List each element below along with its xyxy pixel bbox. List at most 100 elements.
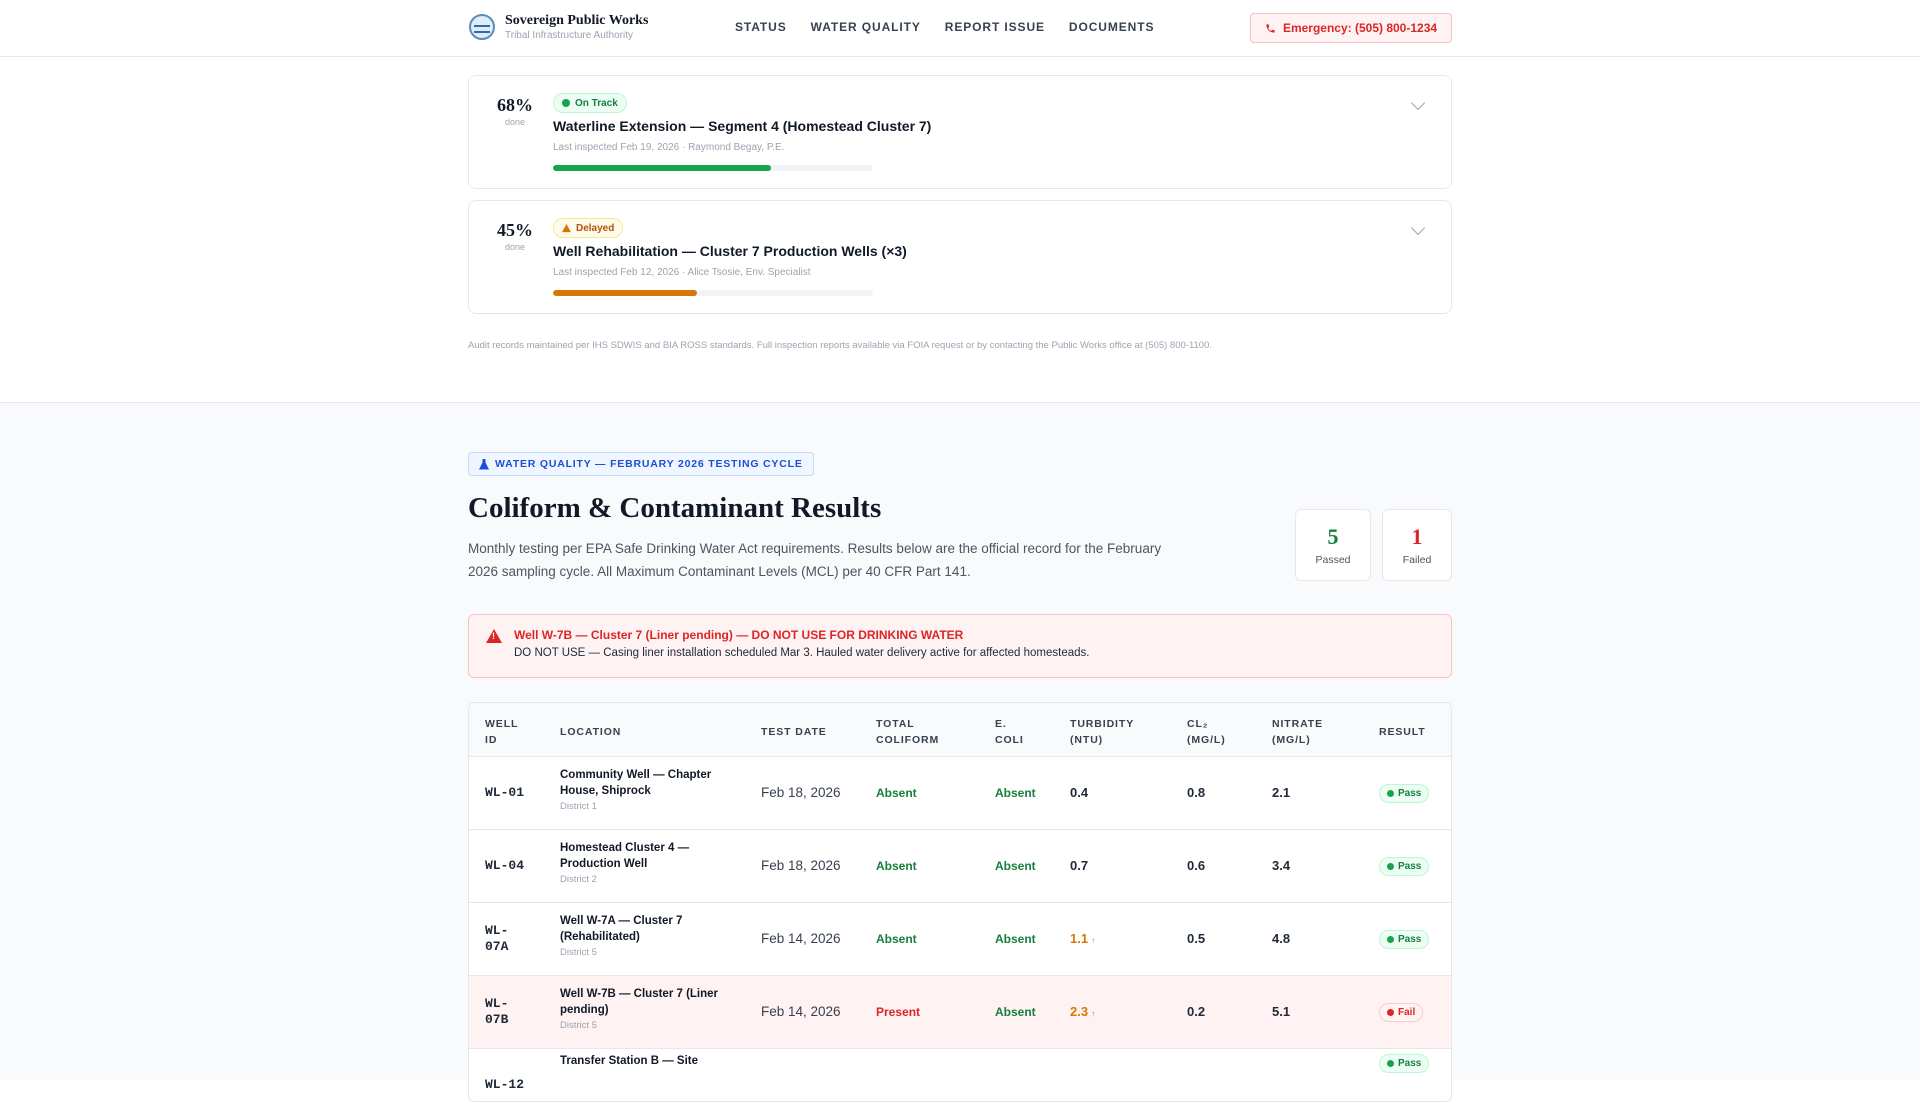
check-circle-icon <box>1387 1060 1394 1067</box>
alert-body: DO NOT USE — Casing liner installation s… <box>514 647 1090 659</box>
status-label: Delayed <box>576 222 615 234</box>
site-header: Sovereign Public Works Tribal Infrastruc… <box>0 0 1920 57</box>
nav-water-quality[interactable]: WATER QUALITY <box>810 20 921 34</box>
well-id: WL-12 <box>485 1077 525 1092</box>
location-name: Well W-7B — Cluster 7 (Liner pending) <box>560 988 719 1016</box>
progress-percent: 45% done <box>495 220 535 252</box>
turbidity <box>1070 1077 1073 1092</box>
table-row[interactable]: WL-01 Community Well — Chapter House, Sh… <box>469 757 1451 830</box>
result-label: Pass <box>1398 1058 1422 1069</box>
col-well-id[interactable]: Well ID <box>485 718 519 746</box>
section-description: Monthly testing per EPA Safe Drinking Wa… <box>468 541 1162 579</box>
results-table: Well ID Location Test Date Total Colifor… <box>468 702 1452 1102</box>
arrow-up-icon: ↑ <box>1091 936 1096 945</box>
section-tag-label: WATER QUALITY — FEBRUARY 2026 TESTING CY… <box>495 458 803 470</box>
project-card[interactable]: 68% done On Track Waterline Extension — … <box>468 75 1452 189</box>
nitrate: 4.8 <box>1272 931 1291 946</box>
x-circle-icon <box>1387 1009 1394 1016</box>
brand-name: Sovereign Public Works <box>505 13 649 28</box>
cl2: 0.2 <box>1187 1004 1206 1019</box>
percent-value: 68% <box>497 95 533 115</box>
project-card[interactable]: 45% done Delayed Well Rehabilitation — C… <box>468 200 1452 314</box>
turbidity-value: 2.3 <box>1070 1004 1089 1019</box>
total-coliform: Absent <box>876 786 917 800</box>
col-nitrate[interactable]: Nitrate (mg/L) <box>1272 718 1324 746</box>
location-cell: Transfer Station B — Site <box>560 1053 740 1071</box>
section-tag: WATER QUALITY — FEBRUARY 2026 TESTING CY… <box>468 452 814 476</box>
alert-triangle-icon <box>486 629 502 643</box>
contamination-alert: Well W-7B — Cluster 7 (Liner pending) — … <box>468 614 1452 678</box>
phone-icon <box>1266 23 1275 33</box>
nitrate: 2.1 <box>1272 785 1291 800</box>
progress-bar-fill <box>553 290 697 296</box>
col-total-coliform[interactable]: Total Coliform <box>876 718 940 746</box>
district-label: District 2 <box>560 874 597 885</box>
col-result[interactable]: Result <box>1379 726 1426 738</box>
nitrate: 5.1 <box>1272 1004 1291 1019</box>
emergency-phone-button[interactable]: Emergency: (505) 800-1234 <box>1250 13 1452 43</box>
water-quality-section: WATER QUALITY — FEBRUARY 2026 TESTING CY… <box>0 402 1920 1102</box>
location-cell: Community Well — Chapter House, Shiprock… <box>560 767 740 812</box>
alert-title: Well W-7B — Cluster 7 (Liner pending) — … <box>514 628 964 642</box>
location-name: Community Well — Chapter House, Shiprock <box>560 769 712 797</box>
nitrate: 3.4 <box>1272 858 1291 873</box>
progress-bar <box>553 290 873 296</box>
percent-label: done <box>504 117 526 127</box>
turbidity: 0.4 <box>1070 785 1091 800</box>
turbidity-value: 0.4 <box>1070 785 1089 800</box>
nav-status[interactable]: STATUS <box>735 20 787 34</box>
total-coliform: Present <box>876 1005 921 1019</box>
ecoli: Absent <box>995 1005 1036 1019</box>
table-row[interactable]: WL- 07B Well W-7B — Cluster 7 (Liner pen… <box>469 976 1451 1049</box>
result-label: Pass <box>1398 788 1422 799</box>
result-badge: Pass <box>1379 857 1430 876</box>
check-circle-icon <box>1387 936 1394 943</box>
ecoli: Absent <box>995 786 1036 800</box>
table-row[interactable]: WL-04 Homestead Cluster 4 — Production W… <box>469 830 1451 903</box>
table-row[interactable]: WL-12 Transfer Station B — Site Pass <box>469 1049 1451 1101</box>
status-badge: On Track <box>553 93 627 113</box>
table-header: Well ID Location Test Date Total Colifor… <box>469 703 1451 757</box>
result-badge: Pass <box>1379 1054 1430 1073</box>
brand-subtitle: Tribal Infrastructure Authority <box>505 30 634 41</box>
chevron-down-icon[interactable] <box>1410 95 1426 111</box>
col-test-date[interactable]: Test Date <box>761 726 827 738</box>
passed-label: Passed <box>1315 554 1351 566</box>
turbidity: 0.7 <box>1070 858 1091 873</box>
location-name: Homestead Cluster 4 — Production Well <box>560 842 690 870</box>
ecoli: Absent <box>995 859 1036 873</box>
main-nav: STATUS WATER QUALITY REPORT ISSUE DOCUME… <box>735 20 1154 34</box>
logo-icon <box>469 14 495 40</box>
progress-percent: 68% done <box>495 95 535 127</box>
col-ecoli[interactable]: E. Coli <box>995 718 1024 746</box>
brand[interactable]: Sovereign Public Works Tribal Infrastruc… <box>469 12 648 42</box>
result-label: Fail <box>1398 1007 1416 1018</box>
col-cl2[interactable]: CL₂ (mg/L) <box>1187 718 1226 746</box>
location-cell: Well W-7B — Cluster 7 (Liner pending) Di… <box>560 986 740 1031</box>
test-date: Feb 18, 2026 <box>761 858 841 873</box>
district-label: District 5 <box>560 1020 597 1031</box>
chevron-down-icon[interactable] <box>1410 220 1426 236</box>
nav-documents[interactable]: DOCUMENTS <box>1068 20 1155 34</box>
table-row[interactable]: WL- 07A Well W-7A — Cluster 7 (Rehabilit… <box>469 903 1451 976</box>
location-cell: Homestead Cluster 4 — Production Well Di… <box>560 840 740 885</box>
check-circle-icon <box>562 99 570 107</box>
cl2: 0.8 <box>1187 785 1206 800</box>
passed-stat: 5 Passed <box>1295 509 1371 581</box>
project-meta: Last inspected Feb 19, 2026 · Raymond Be… <box>553 142 785 153</box>
status-badge: Delayed <box>553 218 624 238</box>
col-location[interactable]: Location <box>560 726 622 738</box>
col-turbidity[interactable]: Turbidity (NTU) <box>1070 718 1135 746</box>
ecoli: Absent <box>995 932 1036 946</box>
emergency-label: Emergency: (505) 800-1234 <box>1282 21 1438 35</box>
passed-count: 5 <box>1327 524 1339 549</box>
progress-bar <box>553 165 873 171</box>
result-badge: Pass <box>1379 784 1430 803</box>
audit-note: Audit records maintained per IHS SDWIS a… <box>468 340 1213 351</box>
turbidity-value: 1.1 <box>1070 931 1089 946</box>
failed-stat: 1 Failed <box>1382 509 1452 581</box>
progress-bar-fill <box>553 165 771 171</box>
location-name: Well W-7A — Cluster 7 (Rehabilitated) <box>560 915 683 943</box>
test-date: Feb 14, 2026 <box>761 1004 841 1019</box>
nav-report-issue[interactable]: REPORT ISSUE <box>944 20 1045 34</box>
